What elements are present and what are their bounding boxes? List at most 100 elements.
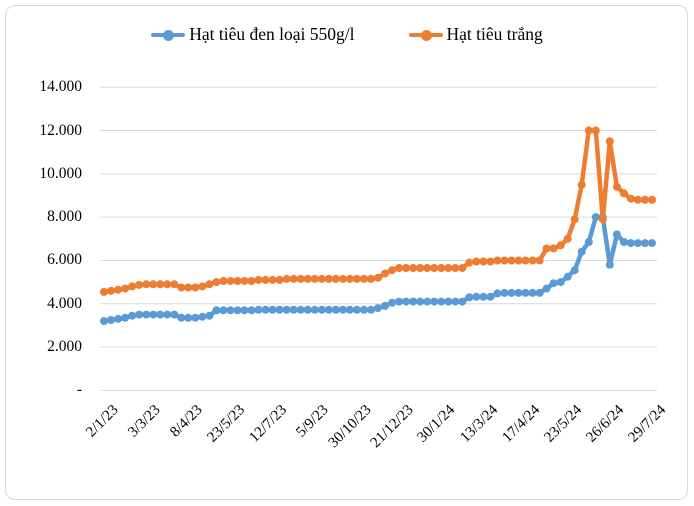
- data-point: [191, 313, 200, 322]
- data-point: [465, 258, 474, 267]
- data-point: [198, 312, 207, 321]
- data-point: [549, 244, 558, 253]
- data-point: [535, 256, 544, 265]
- data-point: [423, 297, 432, 306]
- data-point: [177, 283, 186, 292]
- data-point: [184, 283, 193, 292]
- data-point: [549, 279, 558, 288]
- legend-label-white-pepper: Hạt tiêu trắng: [446, 24, 543, 44]
- data-point: [212, 306, 221, 315]
- data-point: [303, 305, 312, 314]
- data-point: [570, 215, 579, 224]
- data-point: [444, 264, 453, 272]
- legend-item-black-pepper[interactable]: Hạt tiêu đen loại 550g/l: [151, 24, 355, 45]
- data-point: [472, 257, 481, 266]
- data-point: [437, 264, 446, 272]
- data-point: [282, 305, 291, 314]
- data-point: [633, 195, 642, 204]
- data-point: [367, 274, 375, 283]
- data-point: [535, 288, 544, 297]
- chart-legend: Hạt tiêu đen loại 550g/l Hạt tiêu trắng: [0, 24, 694, 45]
- data-point: [451, 297, 460, 306]
- data-point: [233, 306, 242, 315]
- data-point: [359, 305, 368, 314]
- data-point: [296, 274, 305, 283]
- legend-item-white-pepper[interactable]: Hạt tiêu trắng: [408, 24, 543, 45]
- data-point: [648, 195, 656, 204]
- data-point: [619, 238, 628, 246]
- data-point: [563, 272, 572, 281]
- data-point: [338, 274, 347, 283]
- data-point: [486, 257, 495, 266]
- data-point: [577, 247, 586, 256]
- data-point: [528, 256, 537, 265]
- data-point: [388, 266, 397, 275]
- data-point: [205, 311, 214, 320]
- data-point: [641, 239, 649, 248]
- data-point: [612, 182, 621, 191]
- data-point: [191, 283, 200, 292]
- data-point: [458, 297, 467, 306]
- data-point: [591, 213, 600, 222]
- data-point: [472, 292, 481, 301]
- y-axis-label: 6.000: [47, 251, 82, 269]
- data-point: [416, 264, 425, 272]
- data-point: [374, 304, 382, 313]
- y-axis-label: 12.000: [39, 121, 82, 139]
- data-point: [128, 282, 137, 291]
- data-point: [479, 292, 488, 301]
- series-line-white-pepper: [101, 128, 655, 295]
- data-point: [324, 274, 333, 283]
- data-point: [605, 137, 614, 146]
- data-point: [296, 305, 305, 314]
- data-point: [324, 305, 333, 314]
- data-point: [430, 264, 439, 272]
- data-point: [219, 277, 228, 285]
- data-point: [233, 277, 242, 285]
- data-point: [423, 264, 432, 272]
- data-point: [633, 239, 642, 248]
- data-point: [289, 274, 298, 283]
- data-point: [542, 284, 551, 293]
- data-point: [563, 234, 572, 243]
- data-point: [437, 297, 446, 306]
- data-point: [338, 305, 347, 314]
- data-point: [226, 306, 235, 315]
- data-point: [352, 305, 361, 314]
- data-point: [626, 239, 635, 248]
- data-point: [317, 274, 326, 283]
- data-point: [268, 275, 277, 284]
- data-point: [584, 126, 593, 135]
- data-point: [261, 305, 270, 314]
- line-marker-icon: [408, 29, 443, 41]
- data-point: [177, 313, 186, 322]
- y-axis-label: 14.000: [39, 78, 82, 96]
- data-point: [226, 277, 235, 285]
- data-point: [507, 256, 516, 265]
- data-point: [612, 230, 621, 239]
- data-point: [163, 280, 172, 289]
- y-axis-label: 8.000: [47, 208, 82, 226]
- data-point: [170, 310, 179, 319]
- data-point: [310, 274, 319, 283]
- data-point: [128, 311, 137, 320]
- data-point: [163, 310, 172, 319]
- data-point: [619, 189, 628, 198]
- data-point: [359, 274, 368, 283]
- data-point: [310, 305, 319, 314]
- data-point: [591, 126, 600, 135]
- data-point: [381, 269, 389, 278]
- data-point: [149, 280, 158, 289]
- data-point: [570, 266, 579, 275]
- y-axis-label: 10.000: [39, 164, 82, 182]
- data-point: [135, 310, 144, 319]
- data-point: [521, 256, 530, 265]
- data-point: [367, 305, 375, 314]
- data-point: [121, 284, 130, 293]
- data-point: [430, 297, 439, 306]
- data-point: [331, 274, 340, 283]
- data-point: [100, 317, 108, 326]
- data-point: [275, 275, 284, 284]
- data-point: [605, 260, 614, 269]
- data-point: [254, 305, 263, 314]
